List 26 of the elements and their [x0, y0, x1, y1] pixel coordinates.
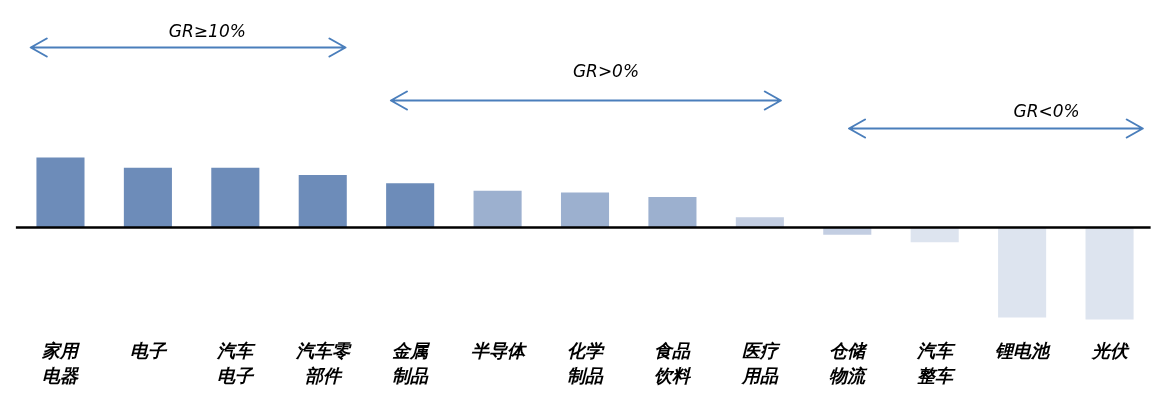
x-tick-label: 化学制品 [567, 339, 606, 386]
text: GR<0% [1013, 100, 1080, 121]
x-tick-label: 半导体 [470, 339, 528, 361]
bar [298, 175, 347, 228]
x-tick-label: 汽车整车 [915, 339, 956, 386]
bar [36, 157, 85, 228]
x-tick-label: 汽车电子 [216, 339, 257, 386]
x-tick-label: 锂电池 [995, 339, 1052, 361]
bar [123, 167, 172, 228]
x-tick-label: 电子 [129, 339, 168, 361]
text: GR≥10% [168, 20, 246, 41]
x-tick-label: 光伏 [1090, 339, 1130, 361]
x-tick-label: 汽车零部件 [294, 339, 352, 386]
bar [473, 190, 522, 228]
bar [1085, 227, 1134, 320]
x-tick-label: 食品饮料 [654, 339, 692, 386]
x-tick-label: 医疗用品 [740, 339, 781, 386]
x-tick-label: 金属制品 [392, 339, 432, 386]
x-tick-label: 家用电器 [41, 339, 81, 386]
bar [648, 197, 697, 228]
bar [560, 192, 610, 228]
bar [211, 167, 260, 228]
text: GR>0% [572, 60, 640, 81]
bar [386, 183, 435, 228]
x-tick-label: 仓储物流 [829, 339, 869, 386]
bar [998, 227, 1047, 318]
